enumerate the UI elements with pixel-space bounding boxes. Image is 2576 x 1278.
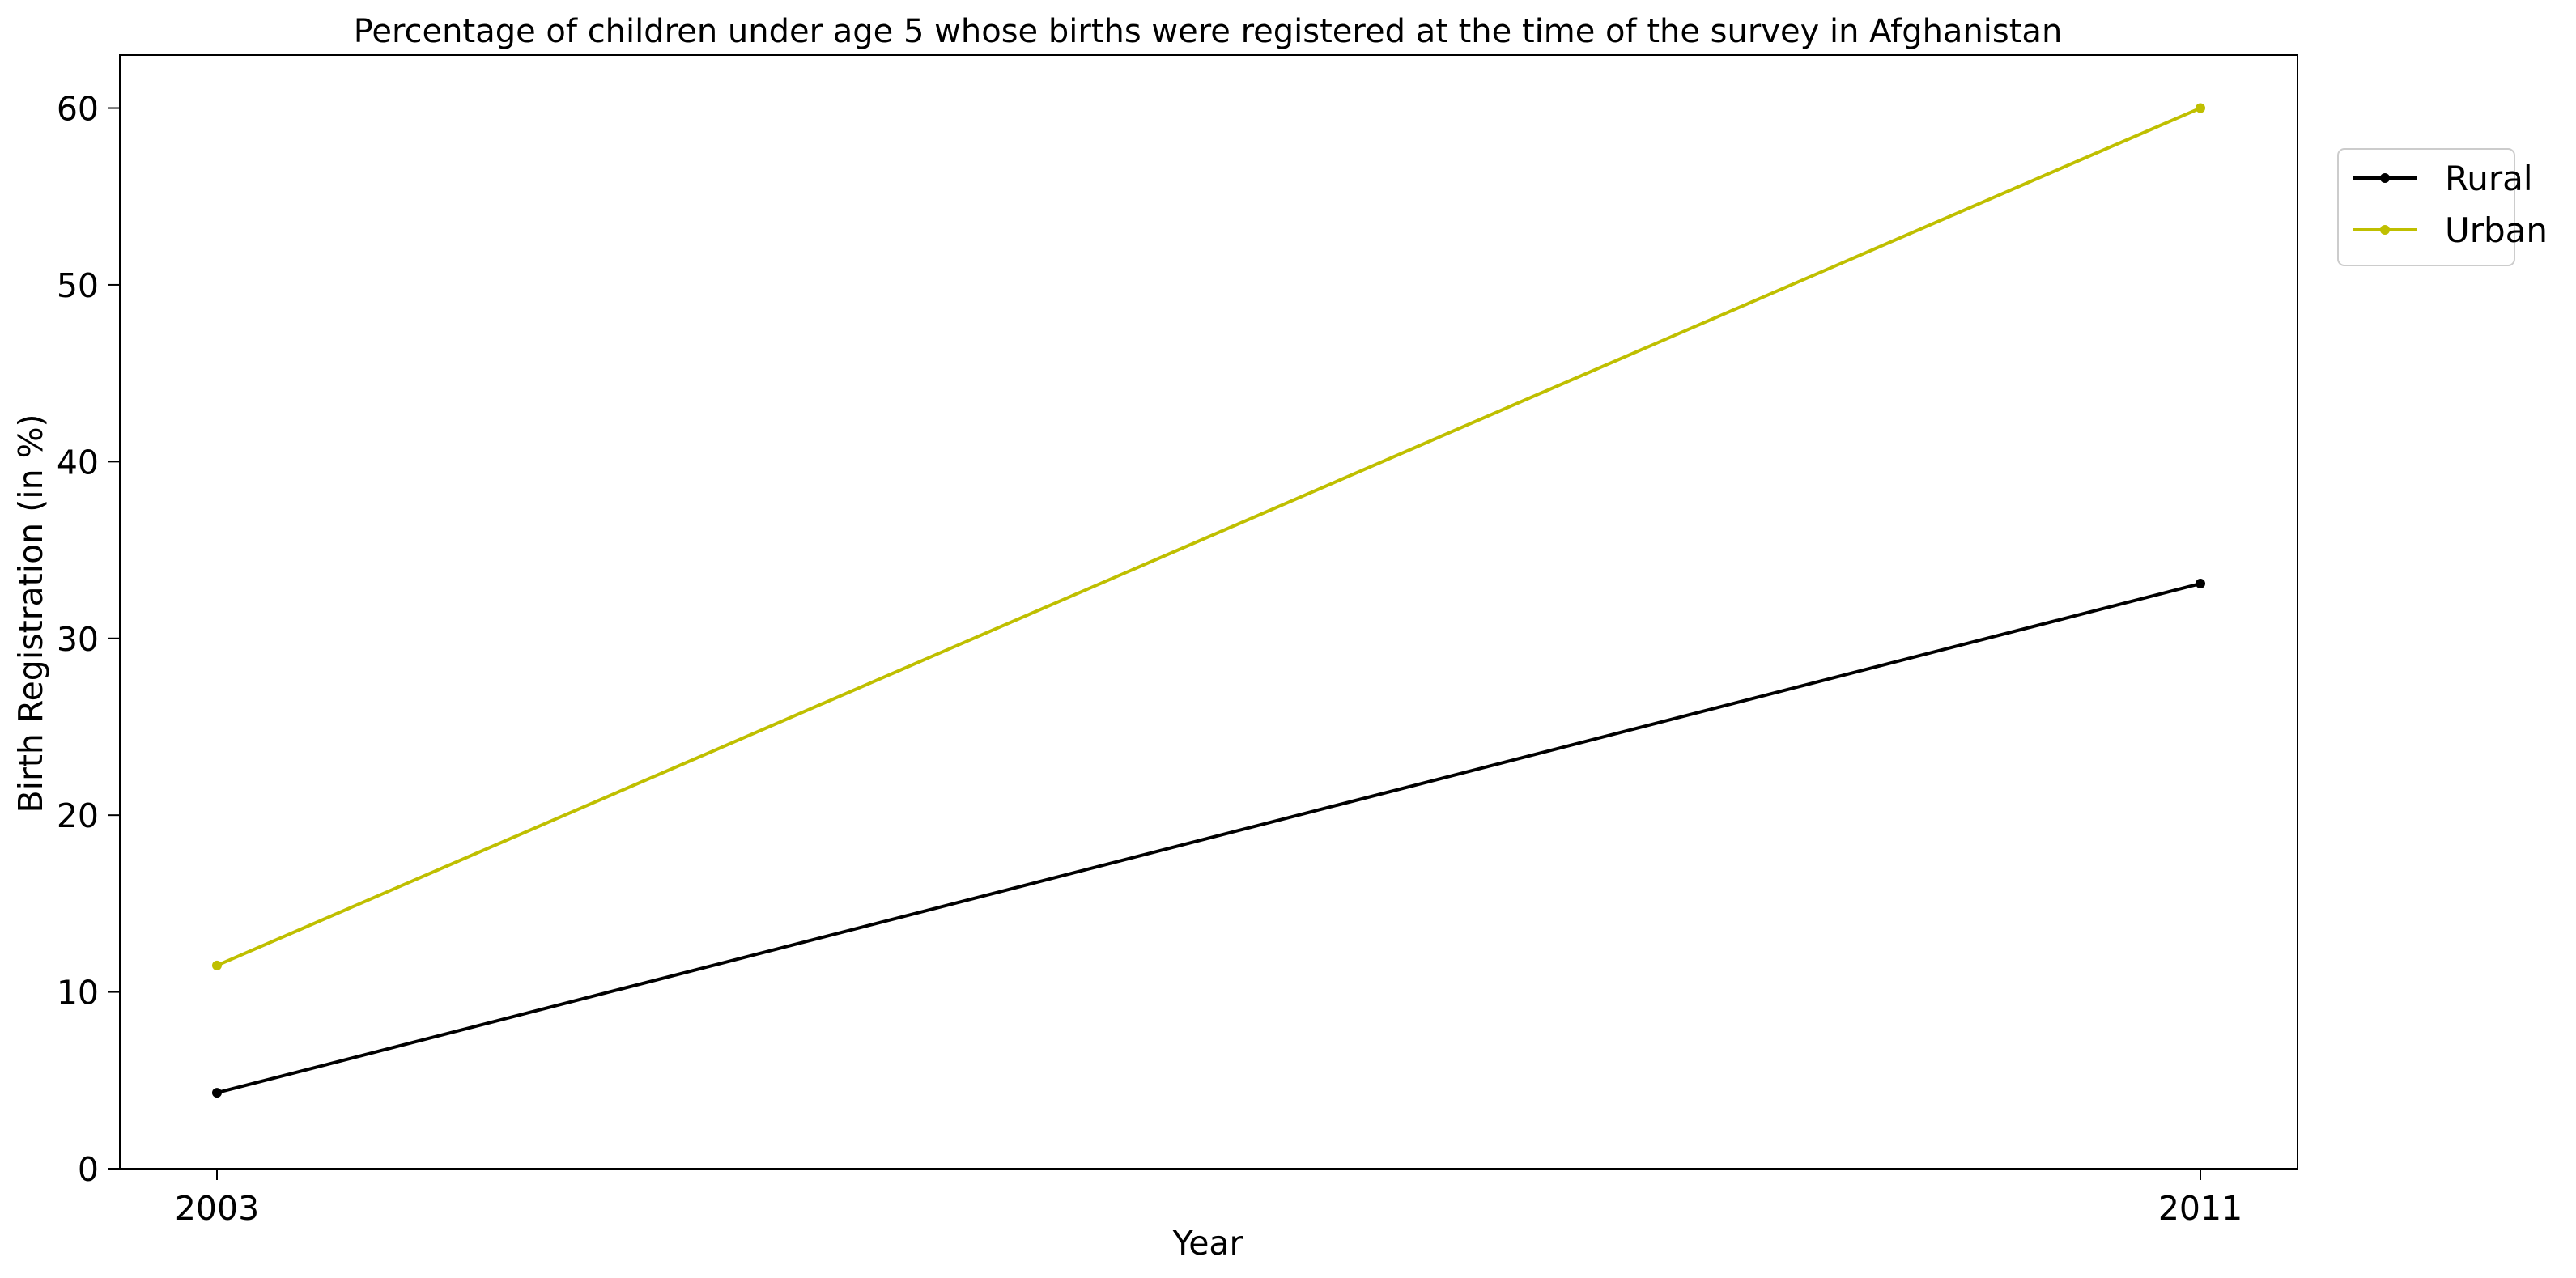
y-axis-label: Birth Registration (in %) xyxy=(11,414,50,813)
legend-marker-urban xyxy=(2380,225,2390,235)
plot-area: 0 10 20 30 40 50 60 2003 2011 xyxy=(57,54,2298,1228)
series-line-urban xyxy=(216,106,2201,967)
legend-label-rural: Rural xyxy=(2445,159,2533,198)
y-tick-label: 30 xyxy=(57,620,99,659)
data-point-rural xyxy=(2196,579,2205,589)
y-tick-label: 0 xyxy=(78,1150,99,1189)
data-point-rural xyxy=(212,1088,222,1098)
chart-title: Percentage of children under age 5 whose… xyxy=(354,13,2063,50)
data-point-urban xyxy=(212,960,222,970)
data-point-urban xyxy=(2196,103,2205,113)
y-tick-label: 10 xyxy=(57,974,99,1013)
legend-label-urban: Urban xyxy=(2445,210,2548,250)
series-line-rural xyxy=(216,582,2201,1095)
x-axis-label: Year xyxy=(1172,1224,1243,1263)
y-tick-label: 20 xyxy=(57,796,99,835)
y-tick-label: 60 xyxy=(57,90,99,129)
x-tick-label: 2003 xyxy=(175,1189,259,1228)
legend: Rural Urban xyxy=(2337,148,2548,266)
x-tick-label: 2011 xyxy=(2158,1189,2242,1228)
y-tick-label: 40 xyxy=(57,443,99,482)
plot-frame xyxy=(119,54,2298,1170)
legend-marker-rural xyxy=(2380,173,2390,183)
y-tick-label: 50 xyxy=(57,266,99,305)
